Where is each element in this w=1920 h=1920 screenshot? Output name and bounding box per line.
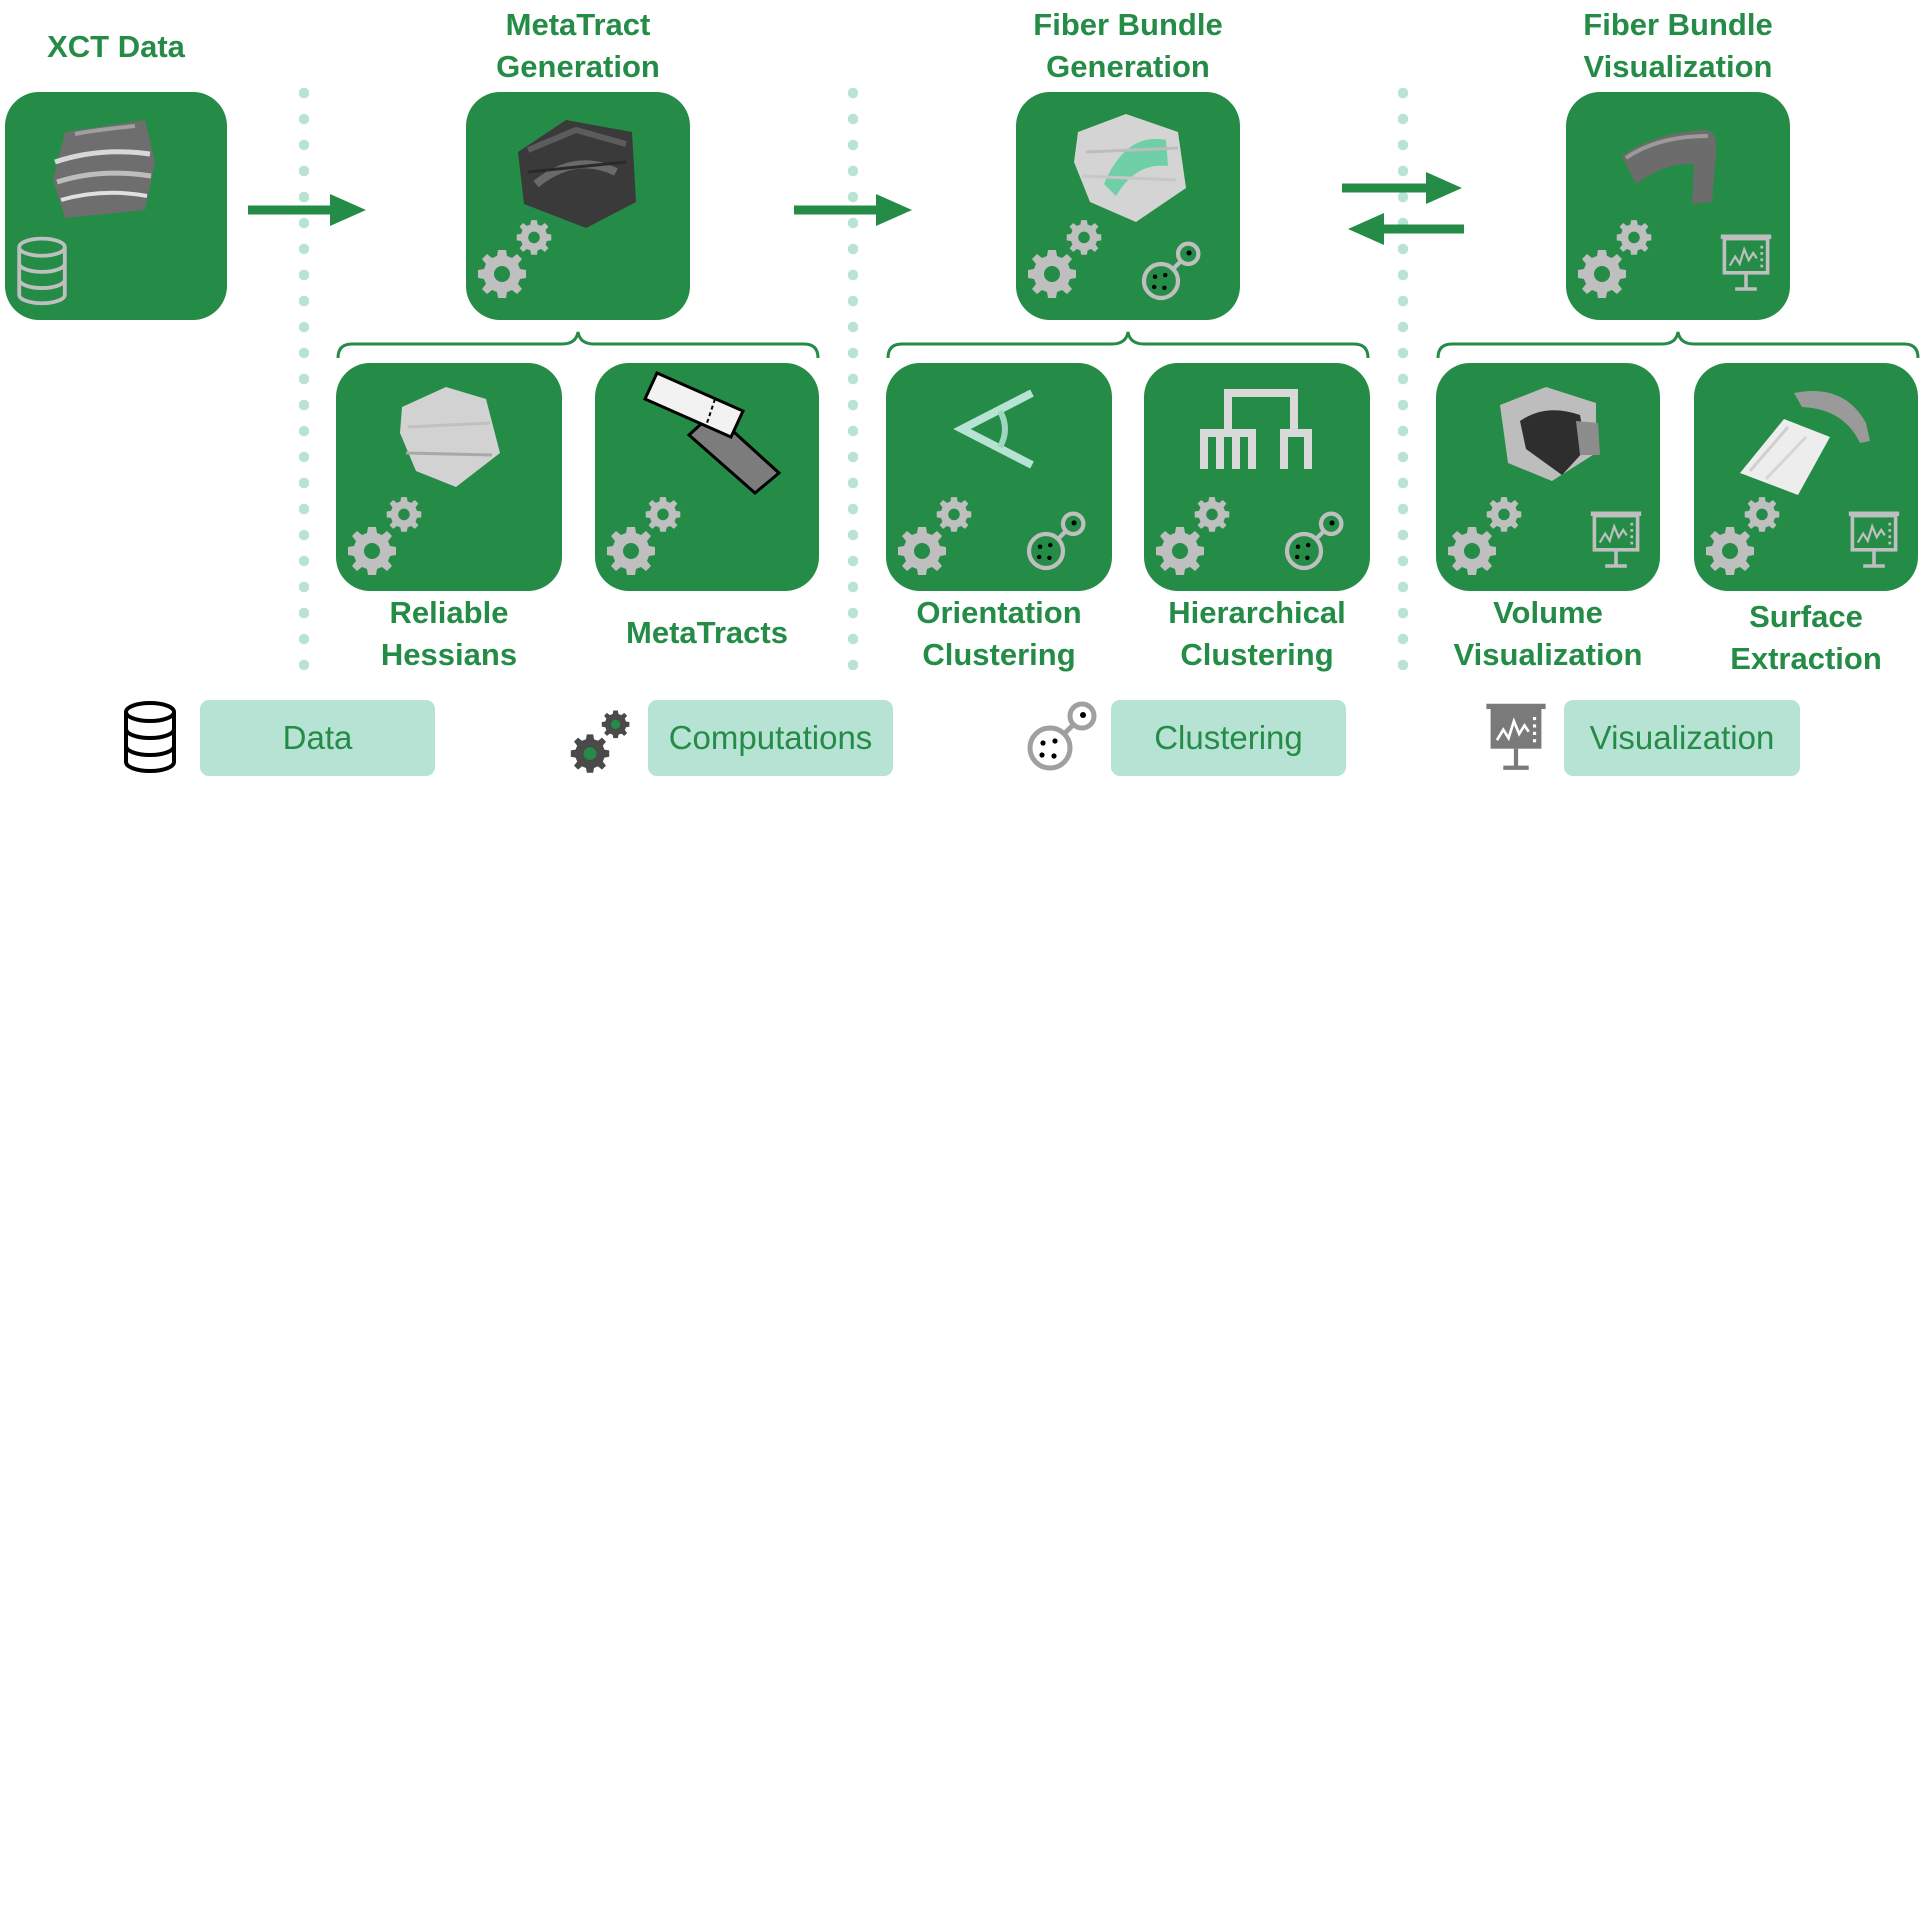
divider-1: [299, 80, 309, 670]
legend-clustering: Clustering: [1111, 700, 1346, 776]
label-orientation-clustering: Orientation Clustering: [916, 595, 1082, 672]
label-metatracts: MetaTracts: [626, 615, 788, 650]
database-icon: [17, 236, 67, 306]
metatract-prism-image: [642, 371, 782, 495]
metatract-generation-box: [466, 92, 690, 320]
volume-visualization-box: [1436, 363, 1660, 591]
label-reliable-hessians: Reliable Hessians: [380, 595, 518, 672]
label-volume-visualization: Volume Visualization: [1453, 595, 1643, 672]
brace-metatract: [336, 331, 820, 359]
brace-bundle-visualization: [1436, 331, 1920, 359]
stage-title-bundle-generation: Fiber Bundle Generation: [1033, 7, 1223, 84]
legend-gears-icon: [566, 696, 646, 776]
stage-title-bundle-visualization: Fiber Bundle Visualization: [1583, 7, 1773, 84]
angle-icon: [953, 389, 1034, 469]
legend-presentation-chart-icon: [1486, 703, 1546, 770]
bundle-volume-image: [1074, 114, 1186, 222]
gears-icon: [898, 497, 971, 575]
surface-extraction-box: [1694, 363, 1918, 591]
gears-icon: [1448, 497, 1521, 575]
orientation-clustering-box: [886, 363, 1112, 591]
hessians-volume-image: [400, 387, 500, 487]
bundle-generation-box: [1016, 92, 1240, 320]
hierarchical-clustering-box: [1144, 363, 1370, 591]
legend-computations: Computations: [648, 700, 893, 776]
reliable-hessians-box: [336, 363, 562, 591]
surface-render-image: [1740, 391, 1870, 495]
presentation-chart-icon: [1591, 514, 1641, 566]
legend-database-icon: [124, 701, 176, 773]
legend-visualization: Visualization: [1564, 700, 1800, 776]
divider-2: [848, 80, 858, 670]
gears-icon: [1706, 497, 1779, 575]
metatracts-box: [595, 363, 819, 591]
gears-icon: [478, 220, 551, 298]
bundle-visualization-box: [1566, 92, 1790, 320]
brace-bundle-generation: [886, 331, 1370, 359]
xct-volume-image: [53, 120, 155, 218]
label-hierarchical-clustering: Hierarchical Clustering: [1168, 595, 1346, 672]
metatract-volume-image: [518, 120, 636, 228]
legend-cluster-icon: [1027, 701, 1097, 771]
stage-title-xct: XCT Data: [47, 29, 185, 64]
dendrogram-icon: [1200, 389, 1312, 469]
legend-data: Data: [200, 700, 435, 776]
gears-icon: [348, 497, 421, 575]
gears-icon: [1578, 220, 1651, 298]
gears-icon: [1156, 497, 1229, 575]
cluster-icon: [1029, 514, 1083, 568]
label-surface-extraction: Surface Extraction: [1730, 599, 1882, 676]
gears-icon: [1028, 220, 1101, 298]
cluster-icon: [1144, 244, 1198, 298]
cluster-icon: [1287, 514, 1341, 568]
stage-title-metatract: MetaTract Generation: [496, 7, 660, 84]
gears-icon: [607, 497, 680, 575]
presentation-chart-icon: [1721, 237, 1771, 289]
bundle-surface-image: [1622, 130, 1717, 204]
volume-render-image: [1500, 387, 1600, 481]
presentation-chart-icon: [1849, 514, 1899, 566]
divider-3: [1398, 80, 1408, 670]
xct-data-box: [5, 92, 227, 320]
